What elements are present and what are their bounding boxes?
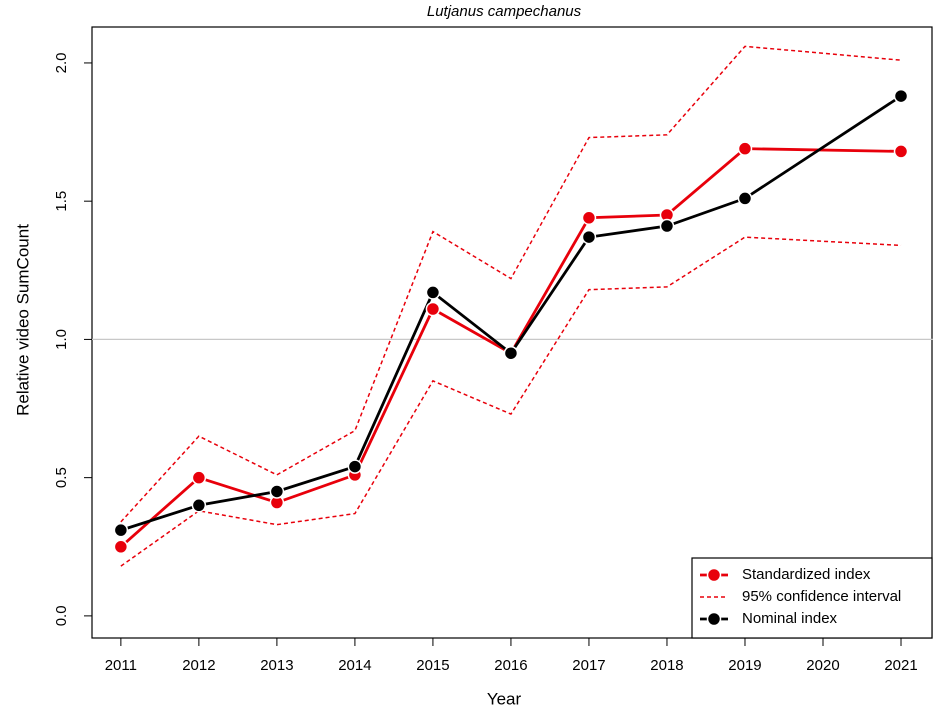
legend: Standardized index 95% confidence interva…: [691, 557, 933, 639]
data-point: [425, 285, 441, 300]
data-point: [737, 191, 753, 206]
x-tick-label: 2018: [650, 657, 683, 674]
x-tick-label: 2020: [806, 657, 839, 674]
y-axis-label: Relative video SumCount: [13, 224, 32, 416]
data-point: [503, 345, 519, 361]
legend-marker: [706, 567, 722, 583]
data-point: [581, 229, 597, 245]
legend-marker: [706, 611, 722, 627]
legend-label: 95% confidence interval: [742, 588, 901, 605]
chart-title: Lutjanus campechanus: [427, 3, 582, 20]
ci-line: [120, 236, 902, 567]
x-tick-label: 2016: [494, 657, 527, 674]
x-tick-label: 2013: [260, 657, 293, 674]
y-tick-label: 0.0: [53, 605, 70, 626]
x-tick-label: 2015: [416, 657, 449, 674]
data-point: [191, 470, 207, 485]
x-tick-label: 2014: [338, 657, 371, 674]
data-point: [347, 459, 363, 474]
data-point: [113, 522, 129, 538]
legend-box: [691, 557, 933, 639]
legend-label: Nominal index: [742, 610, 838, 627]
data-point: [581, 210, 597, 226]
series-line: [120, 94, 902, 532]
data-point: [269, 484, 285, 499]
data-point: [113, 539, 129, 555]
data-point: [737, 141, 753, 156]
y-tick-label: 1.0: [53, 329, 70, 350]
y-tick-label: 2.0: [53, 53, 70, 74]
data-point: [659, 218, 675, 234]
x-tick-label: 2011: [105, 657, 137, 674]
plot-frame: [91, 26, 933, 639]
data-point: [893, 88, 909, 104]
y-tick-label: 0.5: [53, 467, 70, 488]
x-tick-label: 2021: [884, 657, 917, 674]
data-point: [893, 144, 909, 159]
y-tick-label: 1.5: [53, 191, 70, 212]
ci-line: [120, 45, 902, 523]
legend-label: Standardized index: [742, 566, 871, 583]
data-point: [191, 498, 207, 513]
series-line: [119, 147, 902, 548]
x-tick-label: 2012: [182, 657, 215, 674]
data-point: [425, 301, 441, 317]
x-axis-label: Year: [487, 689, 522, 708]
x-tick-label: 2019: [728, 657, 761, 674]
x-tick-label: 2017: [572, 657, 605, 674]
